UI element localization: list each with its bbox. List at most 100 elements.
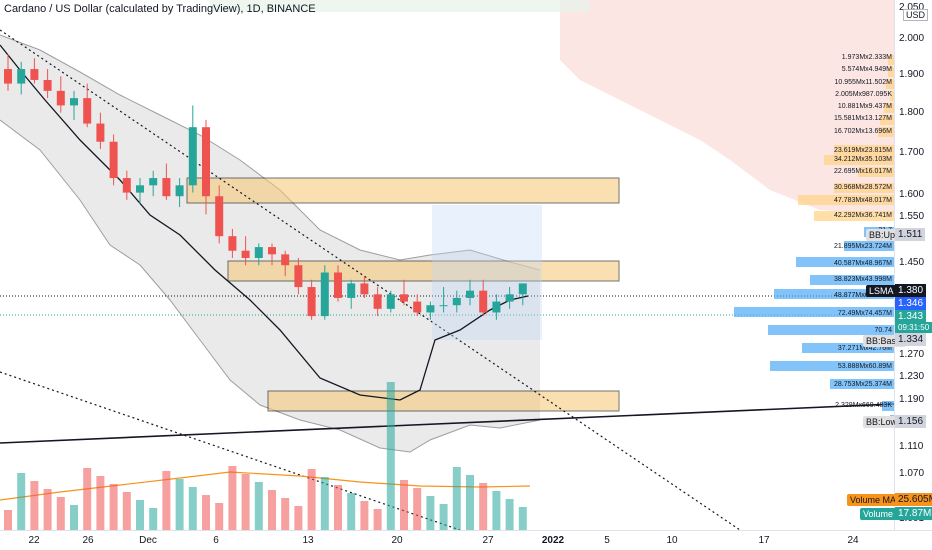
candle-body (479, 290, 488, 313)
volume-profile-label: 34.212Mx35.103M (834, 156, 892, 163)
volume-profile-bar (734, 307, 894, 317)
price-tick: 1.900 (899, 69, 925, 80)
volume-bar (439, 504, 448, 530)
volume-profile-label: 72.49Mx74.457M (837, 310, 892, 317)
candle-body (162, 178, 171, 197)
volume-profile-bar (834, 183, 894, 193)
candle-body (281, 254, 290, 266)
time-axis[interactable]: 22 26 Dec 6 13 20 27 2022 5 10 17 24 (0, 530, 932, 550)
candle-body (413, 301, 422, 313)
last-price-value: 1.343 (895, 310, 927, 322)
price-tick: 1.600 (899, 189, 925, 200)
candle-body (109, 141, 118, 179)
bb-basis-value: 1.334 (895, 333, 927, 346)
volume-ma-value: 25.605M (895, 493, 932, 506)
volume-bar (215, 503, 224, 530)
volume-bar (400, 480, 408, 530)
volume-profile-bar (824, 155, 894, 165)
volume-profile-bar (830, 379, 894, 389)
volume-profile-bar (858, 167, 894, 177)
time-tick: 26 (82, 535, 94, 546)
candle-body (43, 79, 52, 91)
volume-bar (70, 505, 78, 530)
time-tick: 5 (604, 535, 610, 546)
volume-bar (175, 479, 184, 530)
candle-body (17, 69, 26, 84)
lsma-line (0, 44, 529, 401)
time-tick: Dec (139, 535, 157, 546)
volume-bar (56, 497, 65, 530)
volume-tag: Volume (860, 508, 897, 520)
candle-body (320, 272, 329, 317)
time-tick-year: 2022 (541, 535, 565, 546)
volume-profile-bar (844, 241, 894, 251)
volume-profile-label: 1.973Mx2.333M (841, 54, 892, 61)
volume-bar (43, 489, 52, 530)
candle-body (228, 236, 237, 251)
volume-ma-tag: Volume MA (847, 494, 900, 506)
volume-bar (505, 499, 514, 530)
volume-bar (162, 471, 171, 530)
volume-bar (413, 488, 422, 530)
candle-body (518, 283, 527, 295)
lsma-tag: LSMA (866, 285, 897, 297)
volume-bar (373, 509, 382, 530)
volume-profile-bar (886, 79, 894, 89)
volume-bar (96, 476, 105, 530)
volume-bar (109, 484, 118, 530)
time-tick: 27 (482, 535, 494, 546)
price-tick: 1.450 (899, 257, 925, 268)
volume-bar (17, 473, 26, 530)
price-axis[interactable]: 2.050 2.000 1.900 1.800 1.700 1.600 1.55… (894, 0, 932, 530)
volume-bar (254, 482, 263, 530)
currency-button[interactable]: USD (903, 9, 929, 21)
volume-profile-label: 40.587Mx48.967M (834, 260, 892, 267)
volume-profile-bar (888, 67, 894, 77)
time-tick: 24 (847, 535, 859, 546)
volume-profile-label: 30.968Mx28.572M (834, 184, 892, 191)
candle-body (347, 283, 356, 298)
volume-bar (320, 477, 329, 530)
candle-body (4, 69, 12, 84)
volume-profile-label: 2.329Mx669.483K (835, 402, 892, 409)
volume-bar (518, 507, 527, 530)
volume-profile-label: 48.877Mx62.598M (834, 292, 892, 299)
candle-body (175, 185, 184, 197)
candle-body (149, 178, 158, 186)
volume-profile-bar (810, 275, 894, 285)
price-tag-1346: 1.346 (895, 297, 927, 310)
price-tick: 1.700 (899, 147, 925, 158)
volume-bar (83, 468, 92, 530)
time-tick: 17 (758, 535, 770, 546)
volume-profile-bar (882, 401, 894, 411)
candle-body (439, 305, 448, 307)
cloud-top-band (210, 0, 590, 12)
volume-profile-bar (802, 343, 894, 353)
support-zone (267, 390, 620, 412)
bb-lower-line (0, 119, 541, 453)
candle-body (70, 98, 78, 106)
volume-bar (228, 466, 237, 530)
candle-body (30, 69, 39, 80)
candle-body (254, 247, 263, 258)
price-tick: 1.070 (899, 468, 925, 479)
price-tick: 2.050 (899, 2, 925, 13)
volume-bar (122, 492, 131, 530)
volume-bar (347, 493, 356, 530)
volume-bar (188, 487, 197, 530)
volume-bar (268, 490, 276, 530)
volume-profile-bar (888, 55, 894, 65)
volume-profile-label: 23.619Mx23.815M (834, 147, 892, 154)
candle-body (373, 294, 382, 309)
volume-profile-label: 47.783Mx48.017M (834, 197, 892, 204)
volume-profile-label: 22.695Mx16.017M (834, 168, 892, 175)
candle-body (136, 185, 144, 193)
candle-body (56, 90, 65, 106)
volume-profile-label: 42.292Mx36.741M (834, 212, 892, 219)
candle-body (188, 127, 197, 186)
time-tick: 10 (666, 535, 678, 546)
volume-profile-bar (880, 115, 894, 125)
candle-body (466, 290, 474, 298)
